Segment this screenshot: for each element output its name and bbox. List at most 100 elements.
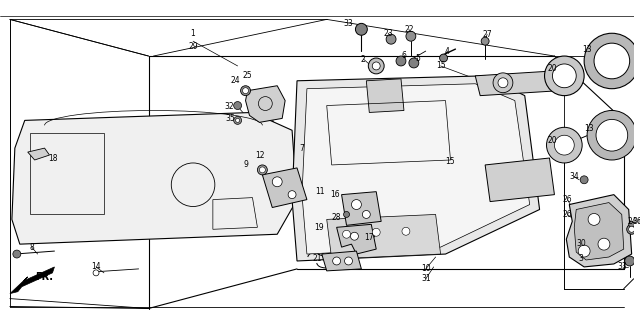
Circle shape: [580, 176, 588, 184]
Text: 12: 12: [255, 150, 265, 160]
Text: 24◦: 24◦: [628, 217, 640, 226]
Circle shape: [498, 78, 508, 88]
Text: 23: 23: [383, 29, 393, 38]
Circle shape: [355, 23, 367, 35]
Text: 17: 17: [365, 233, 374, 242]
Circle shape: [372, 228, 380, 236]
Circle shape: [93, 270, 99, 276]
Circle shape: [243, 88, 248, 94]
Circle shape: [402, 227, 410, 235]
Text: 25: 25: [243, 71, 252, 80]
Text: FR.: FR.: [36, 272, 54, 282]
Circle shape: [362, 211, 371, 218]
Text: 13: 13: [584, 124, 594, 133]
Circle shape: [342, 230, 351, 238]
Text: 1: 1: [191, 29, 195, 38]
Text: 33: 33: [344, 19, 353, 28]
Polygon shape: [322, 251, 362, 271]
Polygon shape: [485, 158, 554, 202]
Circle shape: [351, 200, 362, 210]
Polygon shape: [262, 168, 307, 208]
Polygon shape: [12, 113, 297, 244]
Circle shape: [440, 54, 447, 62]
Circle shape: [272, 177, 282, 187]
Circle shape: [628, 221, 635, 227]
Text: 8: 8: [29, 243, 34, 252]
Text: 32: 32: [225, 102, 234, 111]
Polygon shape: [476, 71, 559, 96]
Polygon shape: [10, 267, 54, 294]
Circle shape: [234, 101, 241, 109]
Circle shape: [367, 230, 375, 238]
Text: 10: 10: [421, 264, 431, 273]
Text: 27: 27: [483, 30, 492, 39]
Text: 26: 26: [563, 195, 572, 204]
Circle shape: [333, 257, 340, 265]
Text: 29: 29: [188, 42, 198, 51]
Polygon shape: [327, 214, 440, 259]
Text: 26: 26: [563, 210, 572, 219]
Circle shape: [409, 58, 419, 68]
Text: 28: 28: [332, 213, 341, 222]
Circle shape: [372, 62, 380, 70]
Circle shape: [587, 110, 637, 160]
Text: 15: 15: [445, 157, 455, 166]
Circle shape: [406, 31, 416, 41]
Circle shape: [288, 191, 296, 199]
Circle shape: [351, 232, 358, 240]
Circle shape: [386, 34, 396, 44]
Text: 4: 4: [445, 46, 450, 56]
Polygon shape: [342, 192, 381, 225]
Polygon shape: [566, 195, 632, 267]
Text: 24: 24: [231, 76, 241, 85]
Polygon shape: [246, 86, 285, 122]
Circle shape: [545, 56, 584, 96]
Circle shape: [13, 250, 20, 258]
Circle shape: [234, 116, 241, 124]
Circle shape: [493, 73, 513, 93]
Circle shape: [236, 118, 239, 122]
Text: 15: 15: [436, 61, 445, 70]
Text: 36: 36: [633, 217, 640, 226]
Text: 30: 30: [576, 238, 586, 248]
Circle shape: [627, 224, 637, 234]
Circle shape: [344, 211, 349, 218]
Circle shape: [257, 165, 268, 175]
Text: 22: 22: [404, 25, 413, 34]
Text: 16: 16: [330, 190, 339, 199]
Circle shape: [344, 257, 353, 265]
Circle shape: [598, 238, 610, 250]
Polygon shape: [574, 203, 624, 260]
Polygon shape: [302, 84, 530, 254]
Circle shape: [554, 135, 574, 155]
Circle shape: [628, 226, 635, 232]
Text: 20: 20: [548, 136, 557, 145]
Circle shape: [547, 127, 582, 163]
Text: 9: 9: [243, 161, 248, 169]
Text: 11: 11: [315, 187, 324, 196]
Polygon shape: [28, 148, 49, 160]
Circle shape: [584, 33, 639, 89]
Text: 18: 18: [48, 154, 57, 162]
Text: 20: 20: [548, 65, 557, 73]
Circle shape: [481, 37, 489, 45]
Text: 5: 5: [415, 53, 420, 63]
Text: 2: 2: [361, 54, 365, 64]
Text: 19: 19: [314, 223, 324, 232]
Circle shape: [594, 43, 630, 79]
Circle shape: [368, 58, 384, 74]
Circle shape: [396, 56, 406, 66]
Polygon shape: [337, 224, 376, 254]
Circle shape: [241, 86, 250, 96]
Text: 33: 33: [618, 262, 628, 272]
Text: 14: 14: [92, 262, 101, 272]
Text: 21: 21: [312, 254, 321, 264]
Circle shape: [625, 256, 635, 266]
Circle shape: [588, 213, 600, 225]
Polygon shape: [366, 79, 404, 113]
Circle shape: [596, 119, 628, 151]
Circle shape: [259, 167, 266, 173]
Text: 3: 3: [579, 254, 584, 264]
Text: 6: 6: [401, 51, 406, 59]
Polygon shape: [292, 76, 540, 261]
